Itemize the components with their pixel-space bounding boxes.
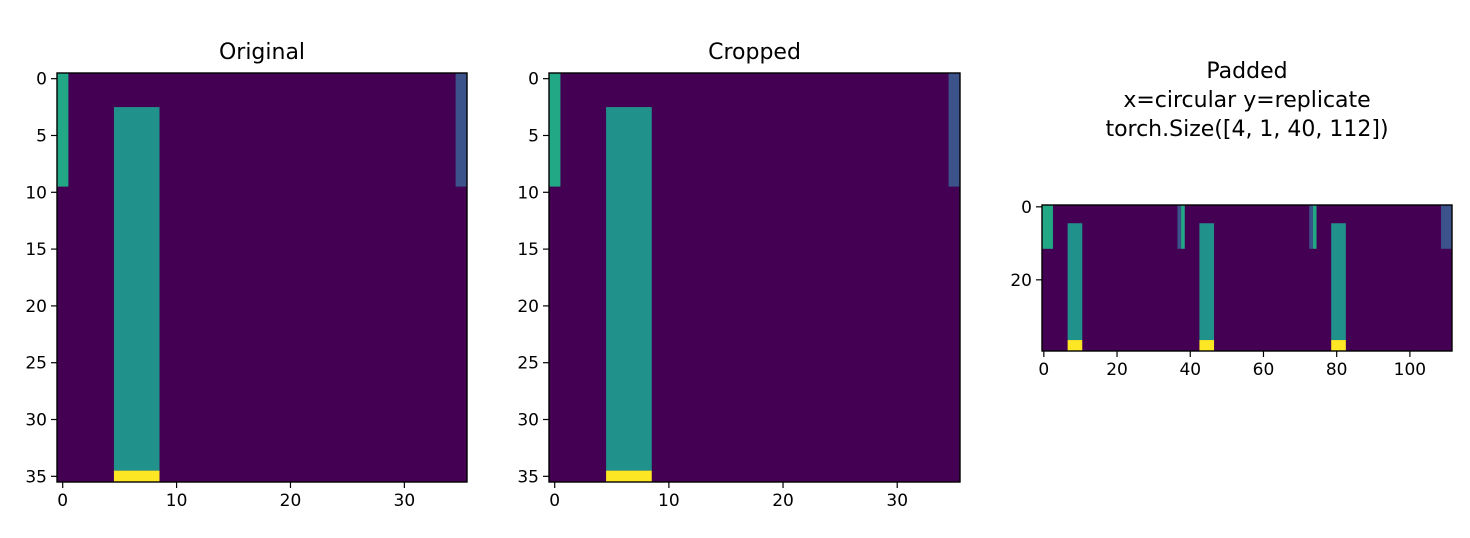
y-tick-label: 10 bbox=[25, 183, 47, 203]
heatmap-cell-block bbox=[455, 73, 467, 187]
y-tick-label: 15 bbox=[25, 240, 47, 260]
heatmap-cell-block bbox=[1312, 205, 1317, 249]
y-tick-label: 35 bbox=[517, 467, 539, 487]
y-tick-label: 35 bbox=[25, 467, 47, 487]
chart-title-line: Original bbox=[219, 40, 305, 65]
heatmap-cell-block bbox=[1199, 223, 1215, 341]
y-tick-label: 0 bbox=[36, 70, 47, 90]
heatmap-cell-block bbox=[606, 470, 652, 482]
y-tick-label: 20 bbox=[517, 297, 539, 317]
heatmap-cell-block bbox=[1042, 205, 1053, 249]
y-tick-label: 15 bbox=[517, 240, 539, 260]
y-tick-label: 25 bbox=[25, 354, 47, 374]
x-tick-label: 20 bbox=[1106, 360, 1128, 380]
x-tick-label: 100 bbox=[1394, 360, 1426, 380]
x-tick-label: 0 bbox=[57, 491, 68, 511]
x-tick-label: 60 bbox=[1253, 360, 1275, 380]
heatmap-cell-block bbox=[1181, 205, 1185, 249]
x-tick-label: 0 bbox=[549, 491, 560, 511]
heatmap-cell-block bbox=[1331, 340, 1346, 351]
x-tick-label: 40 bbox=[1179, 360, 1201, 380]
heatmap-cell-block bbox=[1177, 205, 1182, 249]
x-tick-label: 20 bbox=[772, 491, 794, 511]
heatmap-cell-block bbox=[606, 107, 652, 471]
axes-frame bbox=[548, 72, 961, 483]
heatmap-cell-block bbox=[57, 73, 69, 187]
y-tick-label: 20 bbox=[1010, 271, 1032, 291]
x-tick-label: 20 bbox=[280, 491, 302, 511]
heatmap-cell-block bbox=[1067, 340, 1083, 351]
heatmap-cell-block bbox=[948, 73, 960, 187]
heatmap-panel-1: 0 10 20 30 0 5 10 15 20 25 30 35 Original bbox=[25, 40, 468, 511]
y-tick-label: 0 bbox=[1021, 198, 1032, 218]
axes-frame bbox=[56, 72, 468, 483]
chart-title-line: x=circular y=replicate bbox=[1123, 88, 1370, 113]
chart-title-line: Cropped bbox=[708, 40, 801, 65]
y-tick-label: 30 bbox=[25, 411, 47, 431]
chart-title-line: Padded bbox=[1206, 59, 1287, 84]
chart-title-line: torch.Size([4, 1, 40, 112]) bbox=[1105, 117, 1388, 142]
y-tick-label: 5 bbox=[36, 126, 47, 146]
heatmap-background bbox=[1042, 205, 1452, 351]
heatmap-cell-block bbox=[1199, 340, 1215, 351]
x-tick-label: 30 bbox=[886, 491, 908, 511]
heatmap-cell-block bbox=[1441, 205, 1452, 249]
y-tick-label: 5 bbox=[528, 126, 539, 146]
x-tick-label: 0 bbox=[1038, 360, 1049, 380]
heatmap-cell-block bbox=[1067, 223, 1083, 341]
y-tick-label: 10 bbox=[517, 183, 539, 203]
heatmap-cell-block bbox=[113, 107, 160, 471]
y-tick-label: 25 bbox=[517, 354, 539, 374]
heatmap-cell-block bbox=[113, 470, 160, 482]
heatmap-panel-2: 0 10 20 30 0 5 10 15 20 25 30 35 Cropped bbox=[517, 40, 961, 511]
axes-frame bbox=[1041, 204, 1453, 352]
x-tick-label: 10 bbox=[166, 491, 188, 511]
y-tick-label: 20 bbox=[25, 297, 47, 317]
x-tick-label: 80 bbox=[1326, 360, 1348, 380]
x-tick-label: 10 bbox=[658, 491, 680, 511]
heatmap-cell-block bbox=[549, 73, 561, 187]
x-tick-label: 30 bbox=[394, 491, 416, 511]
heatmap-cell-block bbox=[1309, 205, 1313, 249]
heatmap-cell-block bbox=[1331, 223, 1346, 341]
y-tick-label: 0 bbox=[528, 70, 539, 90]
heatmap-panel-3: 0 20 40 60 80 100 0 20 Padded x=circular y=replic… bbox=[1010, 59, 1453, 380]
y-tick-label: 30 bbox=[517, 411, 539, 431]
